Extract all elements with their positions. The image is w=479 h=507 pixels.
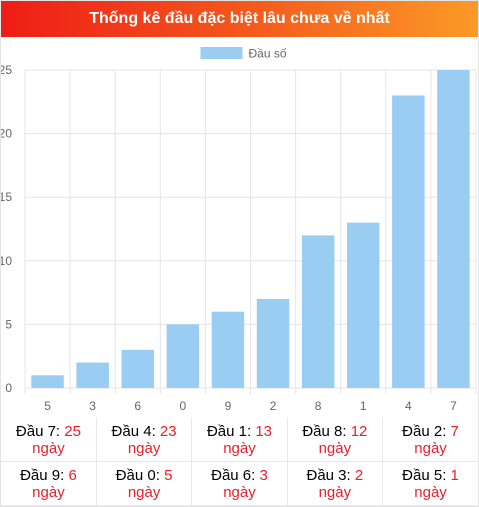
y-tick-label: 25 xyxy=(1,63,12,77)
stat-value: 25 xyxy=(64,422,81,440)
stat-label: Đầu 1: xyxy=(206,422,252,440)
stat-cell: Đầu 4: 23 ngày xyxy=(95,418,193,462)
stat-cell: Đầu 8: 12 ngày xyxy=(286,418,384,462)
stat-label: Đầu 6: xyxy=(211,466,256,484)
y-tick-label: 10 xyxy=(1,254,12,268)
stat-value: 3 xyxy=(259,466,268,484)
stat-value: 13 xyxy=(255,422,272,440)
bar-dau-6 xyxy=(121,349,154,388)
bar-dau-3 xyxy=(76,362,109,388)
x-tick-label: 4 xyxy=(405,399,412,413)
stat-label: Đầu 2: xyxy=(402,422,447,440)
stat-unit: ngày xyxy=(127,483,161,501)
stat-value: 12 xyxy=(350,422,368,440)
x-tick-label: 8 xyxy=(315,399,322,413)
stat-value: 6 xyxy=(68,466,77,484)
stat-unit: ngày xyxy=(223,439,256,457)
bar-dau-8 xyxy=(301,235,335,388)
stat-cell: Đầu 7: 25 ngày xyxy=(1,418,97,462)
stat-label: Đầu 7: xyxy=(15,422,61,440)
stat-unit: ngày xyxy=(127,439,161,457)
stat-unit: ngày xyxy=(32,439,65,457)
stat-cell: Đầu 1: 13 ngày xyxy=(191,418,288,462)
x-tick-label: 3 xyxy=(89,399,96,413)
stat-label: Đầu 3: xyxy=(306,466,351,484)
stat-label: Đầu 4: xyxy=(111,422,156,440)
stats-row: Đầu 7: 25 ngày Đầu 4: 23 ngày Đầu 1: 13 ngày Đ… xyxy=(1,418,478,462)
stat-cell: Đầu 5: 1 ngày xyxy=(382,461,478,506)
bar-dau-2 xyxy=(256,298,290,388)
bar-dau-0 xyxy=(166,324,200,388)
stat-unit: ngày xyxy=(318,483,352,501)
y-tick-label: 0 xyxy=(5,381,12,395)
y-tick-label: 15 xyxy=(1,190,12,204)
stat-unit: ngày xyxy=(223,483,256,501)
stat-cell: Đầu 2: 7 ngày xyxy=(382,418,478,462)
stat-cell: Đầu 0: 5 ngày xyxy=(95,461,193,506)
bar-dau-1 xyxy=(347,222,380,388)
stat-unit: ngày xyxy=(414,439,447,457)
stat-value: 5 xyxy=(164,466,173,484)
bar-chart: Đầu số 0 5 10 15 20 25 5 3 6 0 9 2 8 1 4 7 xyxy=(1,37,478,418)
stat-value: 7 xyxy=(450,422,459,440)
stat-label: Đầu 0: xyxy=(115,466,160,484)
stat-cell: Đầu 6: 3 ngày xyxy=(191,461,288,506)
y-tick-label: 20 xyxy=(1,127,12,141)
legend-swatch xyxy=(200,47,243,59)
bar-dau-7 xyxy=(437,70,470,388)
bar-dau-4 xyxy=(392,95,425,388)
x-tick-label: 0 xyxy=(180,399,187,413)
legend-label: Đầu số xyxy=(249,47,287,61)
stat-value: 2 xyxy=(354,466,364,484)
x-tick-label: 6 xyxy=(134,399,141,413)
stat-unit: ngày xyxy=(32,483,65,501)
stat-value: 23 xyxy=(159,422,177,440)
stat-cell: Đầu 9: 6 ngày xyxy=(1,461,97,506)
stat-label: Đầu 9: xyxy=(20,466,65,484)
x-tick-label: 2 xyxy=(270,399,277,413)
stat-unit: ngày xyxy=(318,439,352,457)
bar-dau-9 xyxy=(211,311,245,388)
stat-cell: Đầu 3: 2 ngày xyxy=(286,461,384,506)
y-tick-label: 5 xyxy=(5,317,12,331)
x-tick-label: 9 xyxy=(225,399,232,413)
stats-row: Đầu 9: 6 ngày Đầu 0: 5 ngày Đầu 6: 3 ngày Đầu … xyxy=(1,461,478,506)
chart-title: Thống kê đầu đặc biệt lâu chưa về nhất xyxy=(1,1,478,37)
stat-label: Đầu 8: xyxy=(302,422,347,440)
stat-label: Đầu 5: xyxy=(402,466,447,484)
stats-table: Đầu 7: 25 ngày Đầu 4: 23 ngày Đầu 1: 13 ngày Đ… xyxy=(1,418,478,506)
x-tick-label: 7 xyxy=(450,399,457,413)
x-tick-label: 1 xyxy=(360,399,367,413)
bar-dau-5 xyxy=(31,375,64,388)
stat-value: 1 xyxy=(450,466,459,484)
x-tick-label: 5 xyxy=(44,399,51,413)
stat-unit: ngày xyxy=(414,483,447,501)
